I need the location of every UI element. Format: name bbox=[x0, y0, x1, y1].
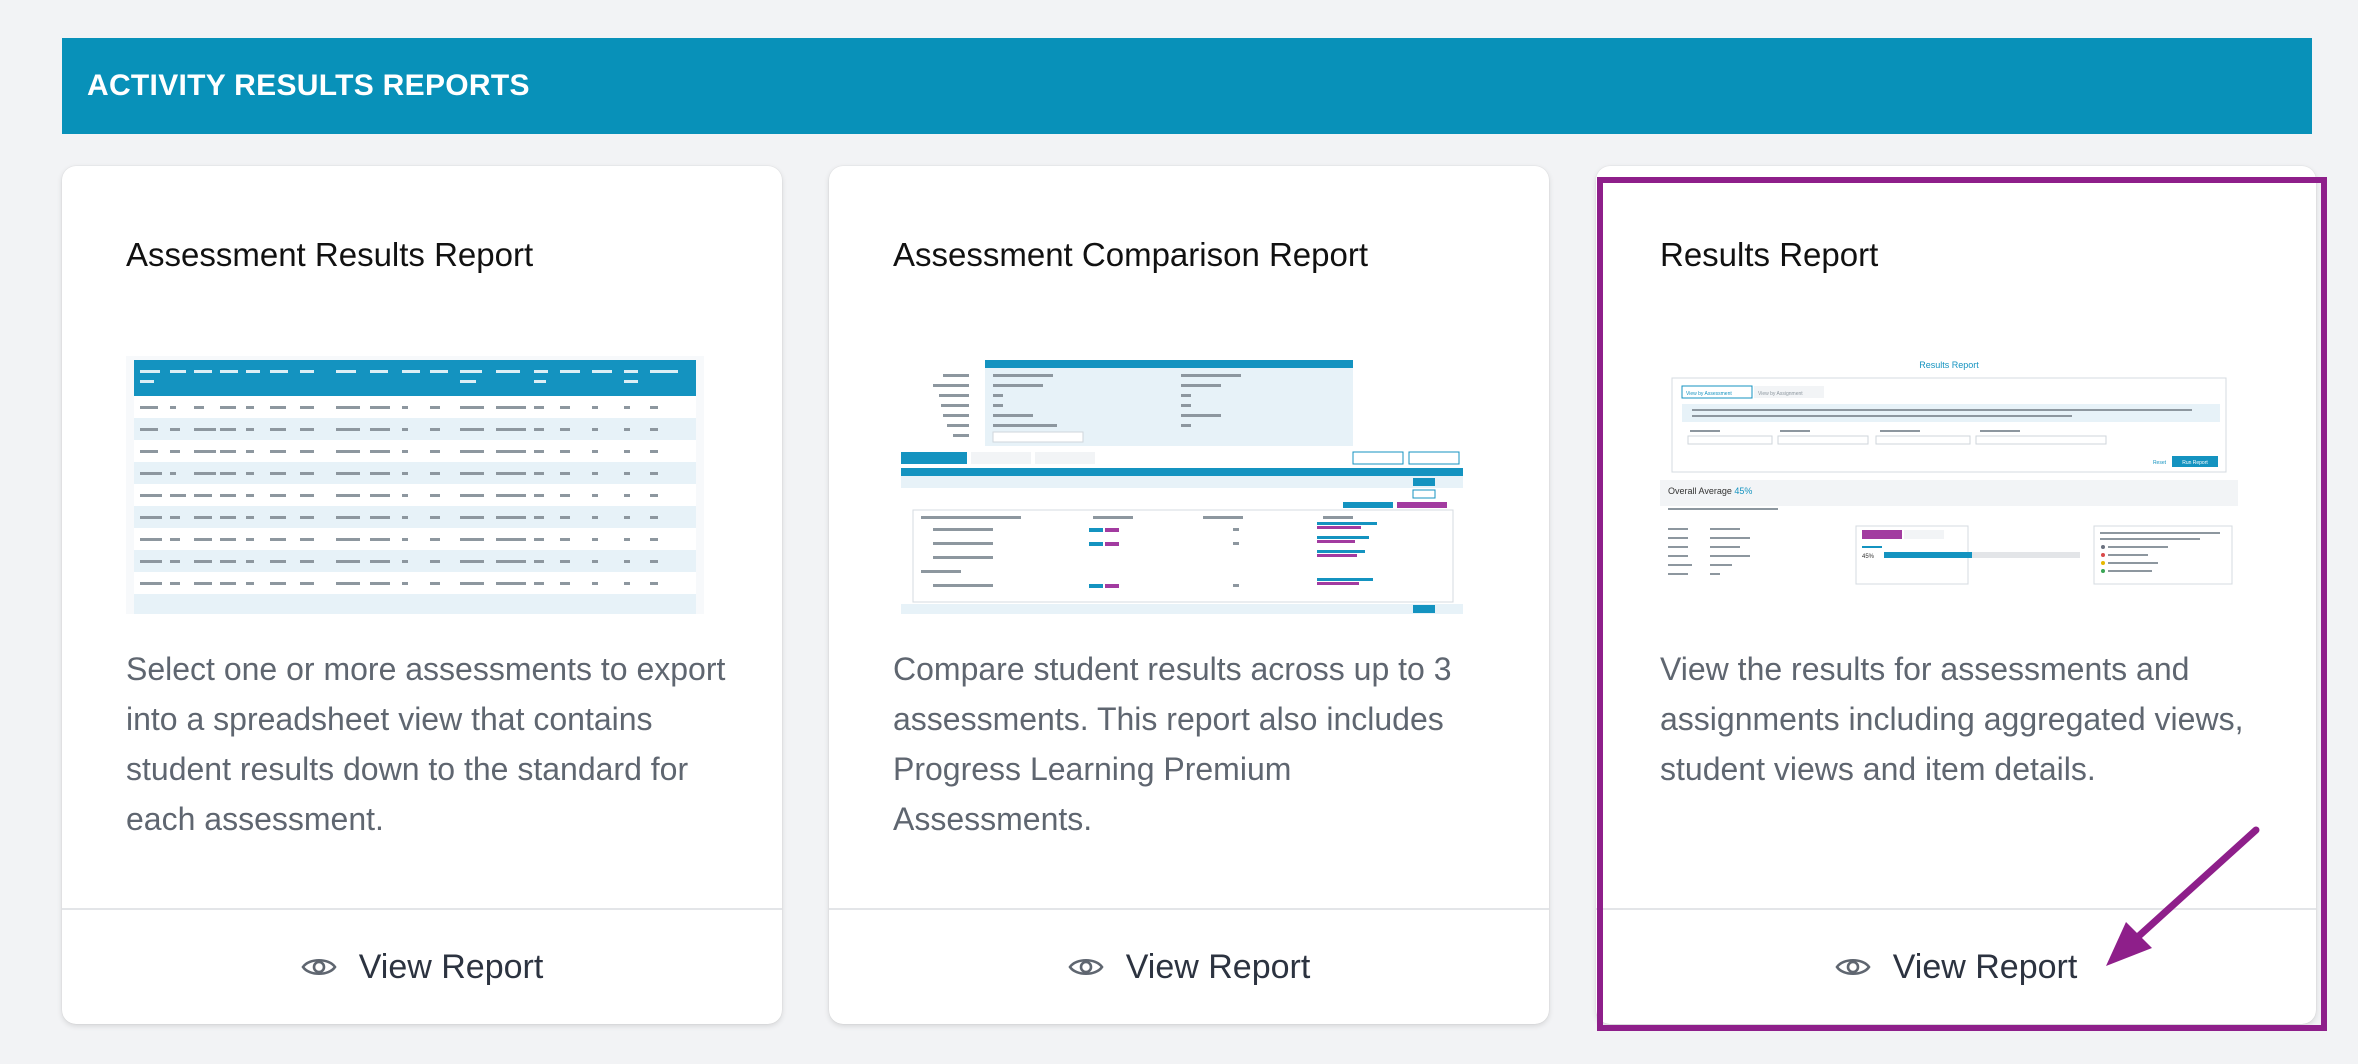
view-report-label: View Report bbox=[1125, 947, 1311, 986]
card-divider bbox=[62, 908, 782, 910]
assessment-results-report-card: Assessment Results Report bbox=[62, 166, 782, 1024]
thumb-run-button: Run Report bbox=[2182, 460, 2208, 466]
thumb-heading: Results Report bbox=[1919, 360, 1979, 370]
assessment-comparison-thumbnail bbox=[893, 356, 1471, 614]
thumb-tab-1: View by Assessment bbox=[1686, 391, 1732, 397]
thumb-overall-label: Overall Average bbox=[1668, 486, 1732, 496]
view-report-button[interactable]: View Report bbox=[1596, 910, 2316, 1024]
view-report-button[interactable]: View Report bbox=[829, 910, 1549, 1024]
card-title: Assessment Comparison Report bbox=[893, 236, 1369, 273]
view-report-button[interactable]: View Report bbox=[62, 910, 782, 1024]
section-header: ACTIVITY RESULTS REPORTS bbox=[62, 38, 2312, 134]
card-title: Results Report bbox=[1660, 236, 1879, 273]
thumb-score-value: 45% bbox=[1862, 554, 1875, 560]
thumb-tab-2: View by Assignment bbox=[1758, 391, 1803, 397]
thumb-reset-button: Reset bbox=[2153, 460, 2167, 466]
results-report-thumbnail: Results Report View by Assessment View b… bbox=[1660, 356, 2238, 614]
svg-text:Overall Average 45%: Overall Average 45% bbox=[1668, 486, 1752, 496]
card-description: Select one or more assessments to export… bbox=[126, 651, 726, 837]
card-title: Assessment Results Report bbox=[126, 236, 534, 273]
view-report-label: View Report bbox=[1892, 947, 2078, 986]
card-description: View the results for assessments and ass… bbox=[1660, 651, 2244, 787]
arrow-icon bbox=[2106, 826, 2260, 966]
section-title: ACTIVITY RESULTS REPORTS bbox=[87, 69, 530, 102]
view-report-label: View Report bbox=[358, 947, 544, 986]
card-description: Compare student results across up to 3 a… bbox=[893, 651, 1452, 837]
eye-icon bbox=[1068, 958, 1104, 976]
eye-icon bbox=[301, 958, 337, 976]
card-divider bbox=[1596, 908, 2316, 910]
results-report-card: Results Report Results Report View by As… bbox=[1596, 166, 2316, 1024]
eye-icon bbox=[1835, 958, 1871, 976]
assessment-comparison-report-card: Assessment Comparison Report bbox=[829, 166, 1549, 1024]
thumb-overall-value: 45% bbox=[1734, 486, 1752, 496]
card-divider bbox=[829, 908, 1549, 910]
assessment-results-thumbnail bbox=[126, 356, 704, 614]
